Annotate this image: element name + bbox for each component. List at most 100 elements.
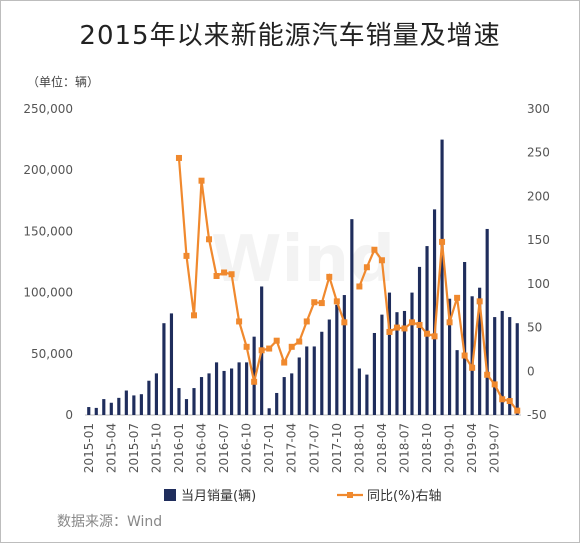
bar xyxy=(508,317,512,415)
yoy-point xyxy=(258,347,265,354)
x-tick-label: 2016-01 xyxy=(172,423,186,473)
bar xyxy=(425,246,429,415)
yoy-point xyxy=(228,271,235,278)
y-left-tick-label: 150,000 xyxy=(23,224,73,238)
bar xyxy=(192,388,196,415)
bar xyxy=(177,388,181,415)
y-left-tick-label: 250,000 xyxy=(23,102,73,116)
x-tick-label: 2018-04 xyxy=(375,423,389,473)
bar xyxy=(395,312,399,415)
bar xyxy=(162,323,166,415)
yoy-point xyxy=(476,298,483,305)
x-tick-label: 2016-07 xyxy=(217,423,231,473)
bar xyxy=(350,219,354,415)
bar xyxy=(139,394,143,415)
bar xyxy=(275,392,279,415)
yoy-point xyxy=(341,319,348,326)
x-tick-label: 2015-07 xyxy=(127,423,141,473)
yoy-point xyxy=(273,337,280,344)
yoy-point xyxy=(409,319,415,326)
bar xyxy=(117,397,121,415)
y-left-tick-label: 50,000 xyxy=(31,347,73,361)
x-tick-label: 2019-01 xyxy=(443,423,457,473)
bar xyxy=(515,323,519,415)
x-tick-label: 2015-04 xyxy=(104,423,118,473)
yoy-point xyxy=(506,398,513,405)
yoy-point xyxy=(311,299,318,306)
yoy-point xyxy=(469,364,476,371)
bar xyxy=(222,370,226,415)
bar xyxy=(169,313,174,415)
bar xyxy=(154,373,158,415)
yoy-point xyxy=(213,272,220,279)
bar xyxy=(463,262,467,415)
yoy-point xyxy=(393,324,400,331)
yoy-point xyxy=(206,236,213,243)
bar xyxy=(290,373,294,415)
x-tick-label: 2017-10 xyxy=(330,423,344,473)
bar xyxy=(410,292,414,415)
yoy-point xyxy=(266,345,273,352)
bar xyxy=(87,407,91,415)
bar xyxy=(470,296,474,415)
bar xyxy=(132,395,136,415)
y-right-tick-label: 300 xyxy=(527,102,550,116)
bar xyxy=(214,362,219,415)
yoy-point xyxy=(446,319,453,326)
yoy-point xyxy=(424,330,431,337)
bar xyxy=(417,266,422,415)
y-left-tick-label: 0 xyxy=(65,408,73,422)
y-right-tick-label: 0 xyxy=(527,364,535,378)
bar xyxy=(94,407,98,415)
bar xyxy=(267,408,271,415)
x-tick-label: 2016-10 xyxy=(240,423,254,473)
yoy-point xyxy=(401,325,408,332)
yoy-point xyxy=(371,246,378,253)
y-right-tick-label: 100 xyxy=(527,277,550,291)
chart-title: 2015年以来新能源汽车销量及增速 xyxy=(79,21,501,51)
x-tick-label: 2019-07 xyxy=(488,423,502,473)
bar xyxy=(432,209,437,415)
bar xyxy=(237,362,241,415)
yoy-point xyxy=(318,300,325,307)
bar xyxy=(493,317,497,415)
yoy-point xyxy=(484,371,491,378)
bar xyxy=(342,295,346,415)
yoy-point xyxy=(303,318,310,325)
bar xyxy=(365,374,369,415)
x-tick-label: 2019-04 xyxy=(465,423,479,473)
bar xyxy=(455,350,459,415)
bar xyxy=(305,346,309,415)
bar xyxy=(102,399,106,415)
x-tick-label: 2015-01 xyxy=(82,423,96,473)
bar xyxy=(440,139,444,415)
unit-label: （单位：辆） xyxy=(27,75,100,89)
bar xyxy=(335,304,339,415)
bar xyxy=(245,362,249,415)
yoy-point xyxy=(288,343,295,350)
yoy-point xyxy=(243,343,250,350)
x-tick-label: 2018-07 xyxy=(397,423,411,473)
yoy-point xyxy=(454,294,461,301)
bar xyxy=(252,336,256,415)
y-left-tick-label: 100,000 xyxy=(23,286,73,300)
y-left-tick-label: 200,000 xyxy=(23,163,73,177)
bar xyxy=(320,331,324,415)
yoy-point xyxy=(281,359,288,366)
bar xyxy=(199,377,204,415)
x-tick-label: 2018-01 xyxy=(352,423,366,473)
x-tick-label: 2017-04 xyxy=(285,423,299,473)
yoy-point xyxy=(439,238,446,245)
bar xyxy=(478,287,482,415)
yoy-point xyxy=(236,318,243,325)
yoy-point xyxy=(296,338,303,345)
bar xyxy=(372,332,376,415)
x-tick-label: 2015-10 xyxy=(149,423,163,473)
legend-bar-swatch xyxy=(164,489,176,501)
watermark: Wind xyxy=(211,223,395,297)
y-right-tick-label: 50 xyxy=(527,321,542,335)
bar xyxy=(380,314,384,415)
yoy-point xyxy=(514,407,521,414)
yoy-point xyxy=(431,333,438,340)
yoy-point xyxy=(333,298,340,305)
